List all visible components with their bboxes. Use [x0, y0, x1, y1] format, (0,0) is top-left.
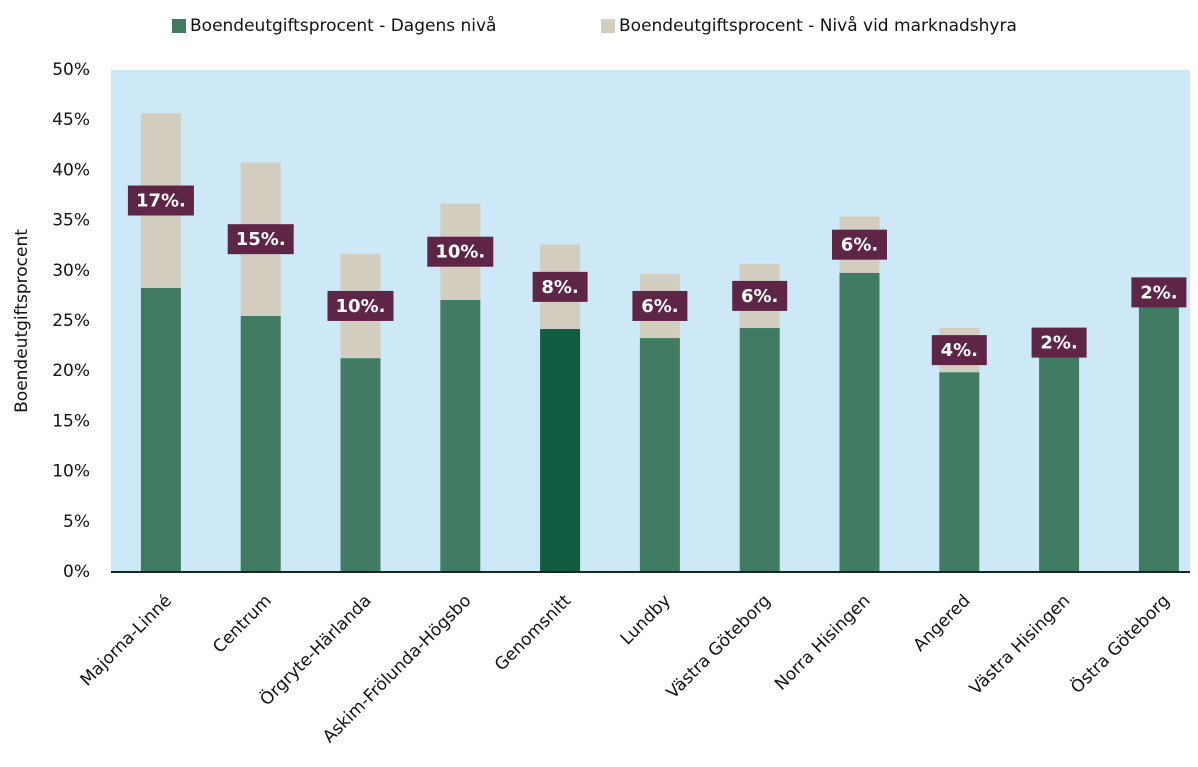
x-tick-label: Östra Göteborg — [1066, 590, 1174, 698]
bar-segment — [939, 372, 980, 572]
legend-label: Boendeutgiftsprocent - Dagens nivå — [190, 15, 496, 36]
value-label-box — [832, 229, 887, 260]
value-label-box — [427, 236, 494, 267]
bar-segment — [839, 272, 880, 572]
value-label-box — [1131, 277, 1187, 308]
x-tick-label: Lundby — [617, 591, 675, 649]
value-label-box — [632, 290, 688, 321]
bar-segment — [540, 329, 581, 572]
value-label: 15%. — [236, 229, 286, 250]
bar-segment — [140, 287, 181, 572]
value-label-box — [1031, 327, 1087, 358]
value-label: 2%. — [1040, 333, 1077, 354]
y-tick-label: 50% — [52, 60, 90, 80]
y-tick-label: 40% — [52, 160, 90, 180]
y-tick-label: 30% — [52, 261, 90, 281]
y-tick-label: 45% — [52, 110, 90, 130]
value-label: 4%. — [941, 340, 978, 361]
x-tick-label: Majorna-Linné — [77, 591, 176, 690]
value-label-box — [127, 185, 194, 216]
legend-swatch — [601, 19, 615, 33]
legend-swatch — [172, 19, 186, 33]
value-label-box — [227, 224, 294, 255]
value-label-box — [532, 271, 588, 302]
value-label-box — [327, 290, 394, 321]
value-label: 10%. — [336, 296, 386, 317]
value-label: 8%. — [541, 277, 578, 298]
bar-segment — [1138, 301, 1179, 572]
x-tick-label: Angered — [910, 591, 975, 656]
legend-label: Boendeutgiftsprocent - Nivå vid marknads… — [619, 15, 1017, 36]
y-tick-label: 15% — [52, 411, 90, 431]
x-tick-label: Västra Hisingen — [966, 591, 1074, 699]
bar-segment — [739, 328, 780, 572]
bar-segment — [639, 338, 680, 572]
y-tick-label: 5% — [63, 512, 90, 532]
y-axis-label: Boendeutgiftsprocent — [12, 229, 32, 413]
y-tick-label: 0% — [63, 562, 90, 582]
value-label: 6%. — [641, 296, 678, 317]
y-tick-label: 10% — [52, 462, 90, 482]
y-tick-label: 35% — [52, 211, 90, 231]
value-label: 10%. — [435, 242, 485, 263]
bar-segment — [1039, 352, 1080, 572]
bar-segment — [340, 358, 381, 572]
x-tick-label: Centrum — [209, 591, 276, 658]
y-tick-label: 25% — [52, 311, 90, 331]
value-label: 17%. — [136, 191, 186, 212]
value-label-box — [931, 335, 987, 366]
bar-segment — [240, 315, 281, 572]
x-tick-label: Genomsnitt — [491, 591, 575, 675]
value-label-box — [732, 280, 788, 311]
x-tick-label: Norra Hisingen — [771, 591, 875, 695]
x-tick-label: Västra Göteborg — [663, 591, 775, 703]
value-label: 6%. — [741, 286, 778, 307]
y-tick-label: 20% — [52, 361, 90, 381]
value-label: 2%. — [1140, 282, 1177, 303]
bar-segment — [440, 299, 481, 572]
value-label: 6%. — [841, 235, 878, 256]
